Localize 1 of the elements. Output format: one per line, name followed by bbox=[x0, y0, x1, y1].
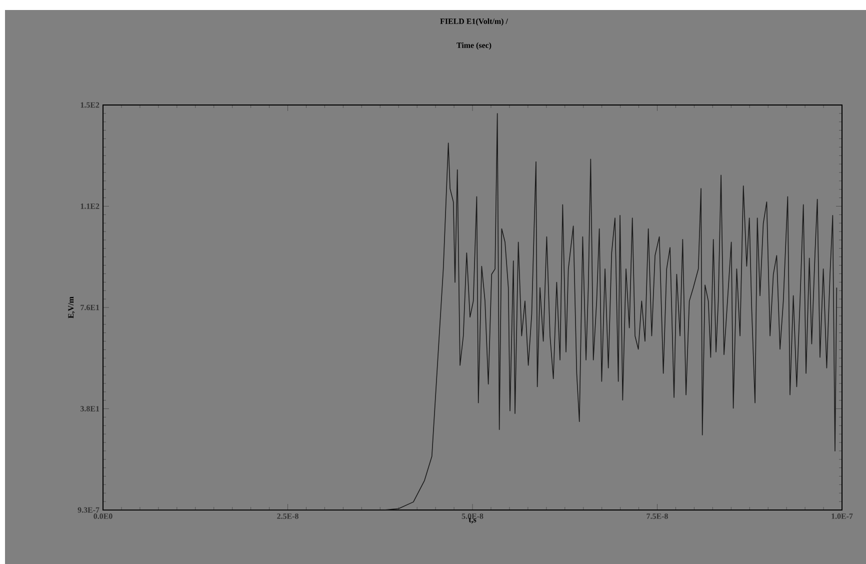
line-series bbox=[103, 113, 838, 510]
